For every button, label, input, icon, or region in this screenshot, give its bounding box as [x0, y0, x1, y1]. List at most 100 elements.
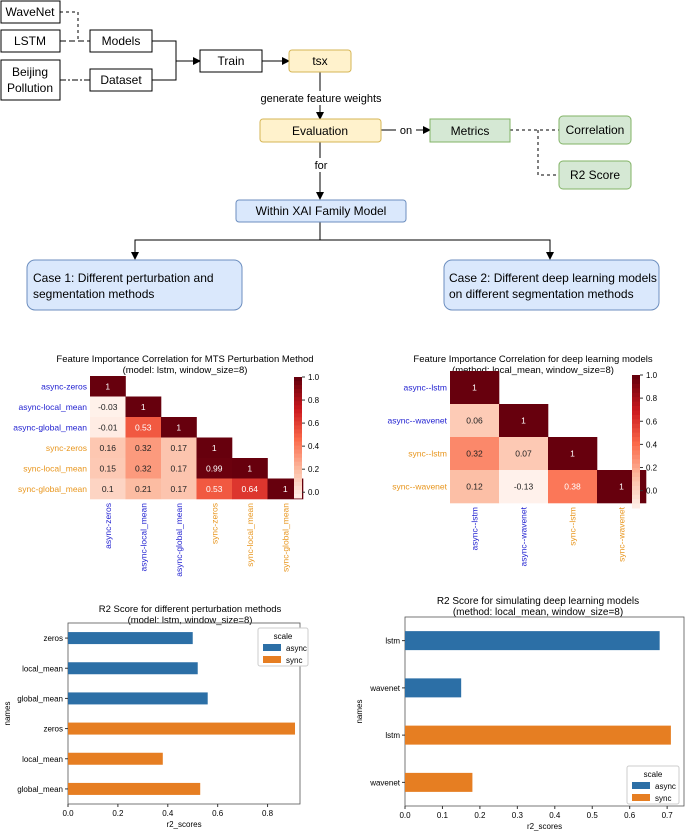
heatmap-row-label: sync--wavenet: [392, 482, 447, 492]
colorbar-segment: [294, 485, 302, 491]
colorbar-segment: [294, 381, 302, 386]
train-label: Train: [218, 54, 245, 68]
x-tick-label: 0.0: [399, 811, 411, 820]
bar-chart-title: R2 Score for different perturbation meth…: [99, 604, 282, 615]
y-axis-label: names: [3, 701, 12, 725]
bar-chart-title: R2 Score for simulating deep learning mo…: [437, 596, 639, 607]
heatmap-row-label: sync-zeros: [46, 443, 87, 453]
plot-frame: [67, 622, 301, 805]
heatmap-cell: [450, 404, 500, 438]
heatmap-cell: [90, 458, 126, 479]
within-xai-label: Within XAI Family Model: [256, 204, 387, 218]
colorbar-tick-label: 0.0: [646, 487, 658, 496]
case1-line2: segmentation methods: [33, 287, 154, 301]
y-tick-label: zeros: [43, 634, 63, 643]
heatmap-col-label: async--wavenet: [519, 506, 529, 566]
heatmap-col-label: sync-global_mean: [280, 503, 290, 572]
colorbar-segment: [632, 428, 640, 434]
r2-score-label: R2 Score: [570, 168, 620, 182]
y-tick-label: local_mean: [22, 755, 63, 764]
heatmap-cell-value: 0.07: [515, 449, 532, 459]
heatmap-row-label: sync--lstm: [408, 449, 447, 459]
colorbar-segment: [294, 453, 302, 459]
legend-swatch: [632, 782, 650, 789]
x-tick-label: 0.6: [624, 811, 636, 820]
heatmap-cell: [450, 470, 500, 504]
heatmap-cell-value: 1: [570, 449, 575, 459]
colorbar-segment: [294, 377, 302, 382]
x-axis-label: r2_scores: [527, 822, 562, 831]
heatmap-cell: [499, 437, 549, 471]
heatmap-title: Feature Importance Correlation for MTS P…: [56, 354, 313, 365]
colorbar-segment: [632, 485, 640, 491]
colorbar-segment: [632, 388, 640, 394]
colorbar-segment: [294, 393, 302, 398]
heatmap-cell-value: 0.53: [135, 422, 152, 432]
heatmap-col-label: sync-zeros: [209, 503, 219, 544]
colorbar-segment: [294, 473, 302, 479]
heatmap-cell: [125, 458, 162, 479]
colorbar-segment: [632, 445, 640, 451]
colorbar-segment: [294, 477, 302, 483]
dataset-label: Dataset: [100, 73, 142, 87]
heatmap-cell-value: 1: [212, 443, 217, 453]
heatmap-cell: [125, 417, 162, 438]
heatmap-cell-value: -0.13: [514, 482, 534, 492]
heatmap-cell-value: -0.01: [98, 422, 118, 432]
case2-line2: on different segmentation methods: [449, 287, 634, 301]
colorbar-segment: [632, 454, 640, 460]
colorbar-segment: [294, 433, 302, 438]
heatmap-col-label: async--lstm: [470, 507, 480, 550]
r2-score-node: R2 Score: [558, 160, 632, 190]
heatmap-col-label: async-local_mean: [138, 503, 148, 572]
legend-label: async: [655, 782, 676, 791]
colorbar-segment: [632, 419, 640, 425]
bar-chart-subtitle: (model: lstm, window_size=8): [128, 615, 253, 626]
heatmap-cell-value: 0.32: [466, 449, 483, 459]
colorbar-tick-label: 0.2: [308, 465, 320, 474]
lstm-node: LSTM: [0, 29, 61, 53]
heatmap-cell: [161, 478, 197, 500]
colorbar-segment: [632, 463, 640, 469]
heatmap-cell-value: 0.32: [135, 443, 152, 453]
on-label: on: [400, 125, 412, 137]
colorbar-tick-label: 0.4: [646, 440, 658, 449]
bar: [68, 692, 208, 705]
colorbar-segment: [632, 401, 640, 407]
case1-node: Case 1: Different perturbation and segme…: [26, 259, 243, 311]
colorbar-segment: [294, 437, 302, 443]
bar: [68, 662, 198, 675]
bar: [68, 632, 193, 645]
colorbar-tick-label: 0.6: [308, 419, 320, 428]
heatmap-cell-value: 1: [283, 484, 288, 494]
colorbar-tick-label: 0.6: [646, 417, 658, 426]
legend-title: scale: [644, 770, 663, 779]
case2-node: Case 2: Different deep learning models o…: [443, 259, 660, 311]
heatmap-cell-value: 1: [521, 416, 526, 426]
colorbar-tick-label: 0.8: [308, 396, 320, 405]
y-axis-label: names: [355, 699, 364, 723]
flow-connectors: [60, 11, 559, 260]
heatmap-cell-value: 0.06: [466, 416, 483, 426]
legend-label: async: [286, 644, 307, 653]
heatmap-subtitle: (model: lstm, window_size=8): [123, 365, 248, 376]
colorbar-segment: [632, 503, 640, 509]
heatmap-cell-value: 0.12: [466, 482, 483, 492]
colorbar-segment: [632, 459, 640, 465]
heatmap-col-label: async-zeros: [103, 503, 113, 549]
case1-line1: Case 1: Different perturbation and: [33, 271, 214, 285]
metrics-label: Metrics: [451, 124, 490, 138]
heatmap-cell-value: 1: [247, 463, 252, 473]
colorbar-segment: [294, 457, 302, 463]
heatmap-cell: [499, 404, 549, 438]
within-xai-node: Within XAI Family Model: [235, 199, 407, 223]
legend-swatch: [632, 794, 650, 801]
heatmap-cell-value: 0.38: [564, 482, 581, 492]
heatmap-cell-value: 1: [619, 482, 624, 492]
heatmap-row-label: sync-local_mean: [23, 463, 87, 473]
heatmap-cell-value: 0.53: [206, 484, 223, 494]
colorbar-segment: [294, 401, 302, 406]
heatmap-deep-learning-models: Feature Importance Correlation for deep …: [387, 354, 657, 567]
bar-chart-perturbation-methods: R2 Score for different perturbation meth…: [3, 604, 309, 829]
x-axis-label: r2_scores: [166, 820, 201, 829]
